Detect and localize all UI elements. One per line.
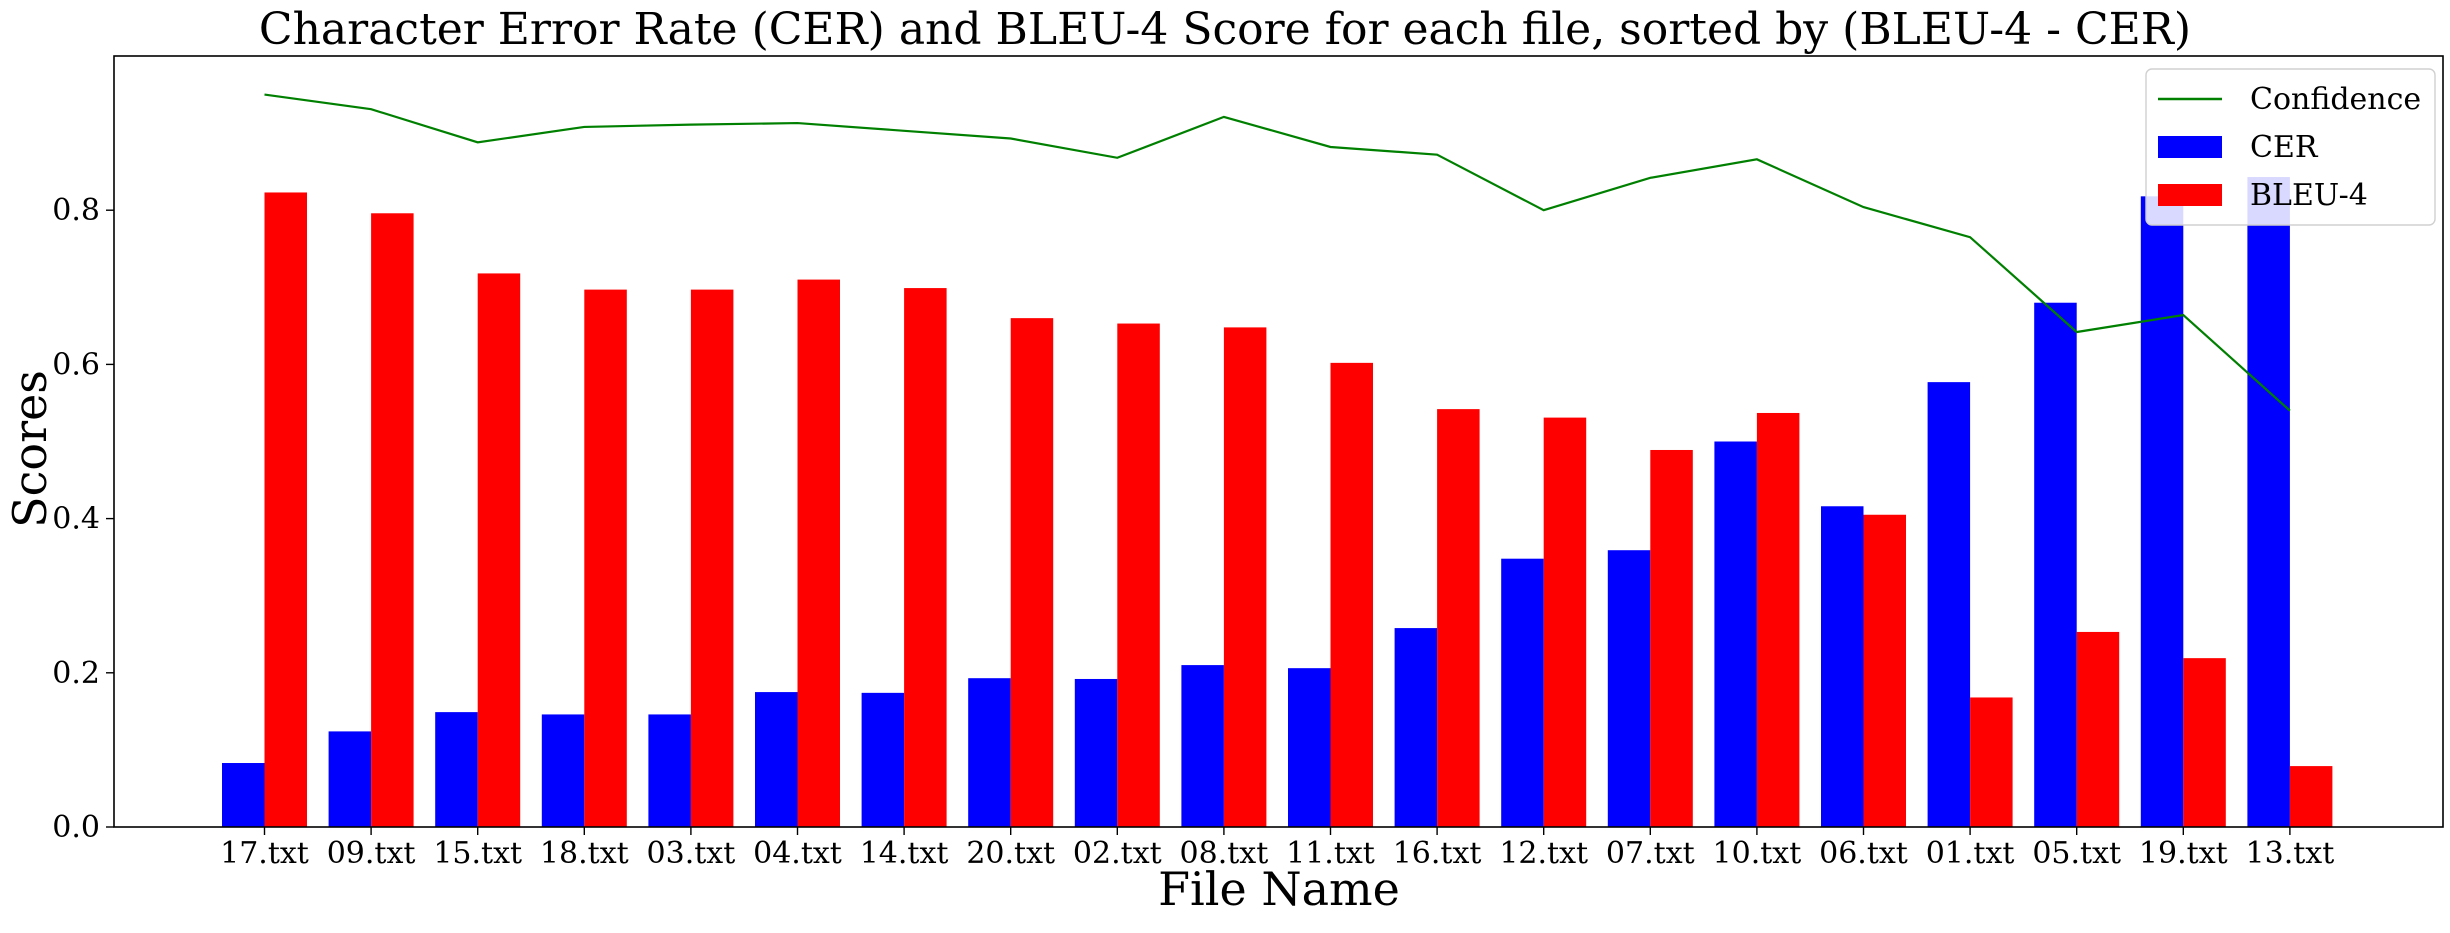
bar-cer-19-txt <box>2140 196 2184 827</box>
bar-bleu-4-11-txt <box>1330 362 1373 827</box>
plot-frame <box>113 55 2444 828</box>
bar-cer-18-txt <box>541 714 585 827</box>
x-tick-label: 13.txt <box>2246 836 2335 871</box>
legend: Confidence CER BLEU-4 <box>2145 68 2436 226</box>
bar-cer-10-txt <box>1714 441 1757 827</box>
bar-bleu-4-05-txt <box>2076 631 2120 827</box>
x-tick-label: 16.txt <box>1393 836 1482 871</box>
x-tick-label: 18.txt <box>540 836 629 871</box>
y-tick-label: 0.8 <box>52 193 100 228</box>
x-tick-label: 07.txt <box>1606 836 1695 871</box>
bar-bleu-4-04-txt <box>797 279 840 828</box>
y-tick-label: 0.2 <box>52 656 100 691</box>
bar-bleu-4-09-txt <box>371 213 414 827</box>
x-tick-label: 10.txt <box>1713 836 1802 871</box>
x-tick-label: 05.txt <box>2032 836 2121 871</box>
y-tick-label: 0.0 <box>52 810 100 845</box>
bar-bleu-4-02-txt <box>1117 323 1160 827</box>
bar-cer-08-txt <box>1181 665 1224 827</box>
x-axis-label: File Name <box>1158 862 1400 916</box>
x-tick-label: 20.txt <box>966 836 1055 871</box>
bar-cer-20-txt <box>968 678 1011 827</box>
bar-cer-04-txt <box>755 692 798 827</box>
bar-bleu-4-12-txt <box>1543 417 1587 827</box>
bar-cer-03-txt <box>648 714 691 827</box>
legend-swatch-bleu-4 <box>2158 184 2222 206</box>
y-tick-label: 0.4 <box>52 502 100 537</box>
legend-swatch-cer <box>2158 136 2222 158</box>
x-tick-label: 08.txt <box>1180 836 1269 871</box>
bar-cer-17-txt <box>222 763 265 827</box>
plot-area: 0.0 0.2 0.4 0.6 0.8 17.txt 09.txt 15.txt 18.txt 0… <box>52 93 2335 871</box>
bar-bleu-4-15-txt <box>477 273 521 827</box>
bar-bleu-4-19-txt <box>2183 658 2226 827</box>
bar-bleu-4-10-txt <box>1756 412 1800 827</box>
bar-bleu-4-08-txt <box>1223 327 1267 827</box>
bar-cer-05-txt <box>2034 302 2077 828</box>
bar-bleu-4-07-txt <box>1650 449 1693 827</box>
bar-bleu-4-20-txt <box>1010 318 1054 827</box>
legend-label: Confidence <box>2250 82 2421 117</box>
bar-cer-01-txt <box>1927 382 1971 827</box>
y-axis-label: Scores <box>3 370 57 528</box>
bar-cer-13-txt <box>2247 177 2290 828</box>
bar-bleu-4-18-txt <box>584 289 627 827</box>
x-tick-label: 01.txt <box>1926 836 2015 871</box>
x-tick-label: 17.txt <box>220 836 309 871</box>
y-tick-label: 0.6 <box>52 347 100 382</box>
x-tick-label: 15.txt <box>433 836 522 871</box>
bar-cer-12-txt <box>1501 558 1544 827</box>
x-tick-label: 04.txt <box>753 836 842 871</box>
legend-label: BLEU-4 <box>2250 178 2368 213</box>
bar-cer-09-txt <box>328 731 372 827</box>
x-tick-label: 14.txt <box>860 836 949 871</box>
bar-bleu-4-13-txt <box>2289 766 2333 827</box>
bar-bleu-4-03-txt <box>690 289 734 827</box>
bar-cer-16-txt <box>1394 628 1438 827</box>
bar-cer-02-txt <box>1074 678 1118 827</box>
bar-cer-14-txt <box>861 692 905 827</box>
chart-title: Character Error Rate (CER) and BLEU-4 Sc… <box>259 4 2191 55</box>
x-tick-label: 12.txt <box>1499 836 1588 871</box>
bar-cer-06-txt <box>1821 506 1864 827</box>
x-tick-label: 11.txt <box>1286 836 1375 871</box>
bar-bleu-4-01-txt <box>1970 697 2013 827</box>
bar-bleu-4-17-txt <box>264 192 307 828</box>
x-tick-label: 03.txt <box>647 836 736 871</box>
legend-label: CER <box>2250 130 2319 165</box>
bar-cer-15-txt <box>435 712 478 827</box>
line-confidence <box>264 93 2291 412</box>
x-tick-label: 06.txt <box>1819 836 1908 871</box>
x-tick-label: 09.txt <box>327 836 416 871</box>
bar-cer-11-txt <box>1288 668 1331 827</box>
bar-bleu-4-16-txt <box>1437 409 1480 827</box>
bar-bleu-4-14-txt <box>904 288 947 827</box>
x-tick-label: 02.txt <box>1073 836 1162 871</box>
bar-bleu-4-06-txt <box>1863 514 1906 827</box>
bar-cer-07-txt <box>1607 550 1651 827</box>
x-tick-label: 19.txt <box>2139 836 2228 871</box>
